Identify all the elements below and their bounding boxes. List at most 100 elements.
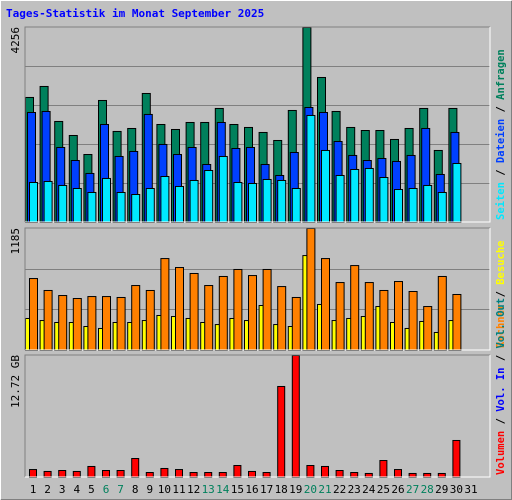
bar — [452, 293, 462, 352]
x-tick-label: 30 — [450, 483, 463, 496]
plot-area — [25, 355, 490, 477]
bar — [379, 460, 388, 479]
x-tick-label: 11 — [172, 483, 185, 496]
bar — [58, 295, 68, 352]
bar — [87, 296, 97, 351]
y-tick-label: 1185 — [9, 228, 22, 255]
bar — [423, 306, 433, 351]
bar — [277, 179, 287, 223]
legend: Seiten / Dateien / Anfragen — [495, 49, 507, 220]
legend-item: Vol. In — [495, 368, 507, 412]
bar — [116, 191, 126, 223]
legend-item: Dateien — [495, 119, 507, 163]
bar — [306, 114, 316, 223]
legend-item: Volumen — [495, 431, 507, 475]
bar — [262, 268, 272, 351]
bar — [102, 177, 111, 224]
x-tick-label: 15 — [231, 483, 244, 496]
x-tick-label: 26 — [391, 483, 404, 496]
legend-item: Seiten — [495, 182, 507, 220]
bar — [145, 289, 155, 351]
bar — [160, 258, 170, 351]
x-tick-label: 22 — [333, 483, 346, 496]
bar — [277, 385, 286, 478]
legend: Volumen / Vol. In / Vol. Out — [495, 298, 507, 475]
bar — [233, 465, 242, 479]
bar — [58, 469, 67, 478]
bar — [102, 296, 111, 351]
bar — [72, 188, 82, 224]
bar — [145, 188, 155, 224]
bar — [262, 178, 272, 223]
bar — [394, 189, 403, 223]
x-tick-label: 31 — [464, 483, 477, 496]
x-tick-label: 29 — [435, 483, 448, 496]
bar — [102, 469, 110, 478]
x-tick-label: 5 — [88, 483, 95, 496]
x-tick-label: 28 — [421, 483, 434, 496]
x-tick-label: 23 — [348, 483, 361, 496]
bar — [87, 465, 96, 478]
bar — [29, 469, 37, 478]
x-tick-label: 9 — [146, 483, 153, 496]
bar — [335, 174, 345, 224]
x-tick-label: 6 — [103, 483, 110, 496]
plot-border-dark — [24, 26, 490, 222]
legend-separator: / — [495, 349, 507, 368]
bar — [379, 177, 389, 223]
bar — [248, 183, 257, 224]
plot-border-light — [25, 27, 491, 223]
bar — [29, 182, 38, 223]
bar — [350, 265, 360, 351]
x-tick-label: 2 — [44, 483, 51, 496]
bar — [350, 168, 360, 223]
bar — [306, 465, 315, 479]
x-tick-label: 12 — [187, 483, 200, 496]
bar — [291, 355, 300, 478]
x-tick-label: 19 — [289, 483, 302, 496]
y-tick-label: 12.72 GB — [9, 355, 22, 408]
bar — [29, 278, 38, 351]
bar — [116, 469, 125, 478]
legend-separator: / — [495, 285, 507, 304]
bar — [291, 296, 301, 352]
bar — [175, 267, 184, 351]
x-tick-label: 24 — [362, 483, 376, 496]
legend-item: Vol. Out — [495, 298, 507, 349]
bar — [437, 275, 447, 352]
bar — [233, 182, 243, 223]
bar — [204, 169, 214, 224]
bar — [160, 467, 169, 479]
x-tick-label: 21 — [318, 483, 331, 496]
plot-border-light — [25, 228, 491, 351]
legend-item: Besuche — [495, 241, 507, 285]
legend: Rechner / Besuche — [495, 241, 507, 349]
x-tick-label: 3 — [59, 483, 66, 496]
legend-separator: / — [495, 100, 507, 119]
bar — [335, 282, 345, 351]
bar — [72, 298, 82, 352]
bar — [116, 296, 126, 352]
bar — [321, 258, 330, 351]
bar — [364, 282, 374, 351]
x-tick-label: 4 — [73, 483, 80, 496]
chart-title: Tages-Statistik im Monat September 2025 — [6, 7, 264, 20]
bar — [233, 268, 243, 351]
bar — [379, 289, 389, 351]
bar — [408, 291, 418, 352]
bar — [131, 194, 141, 223]
y-tick-label: 4256 — [9, 27, 22, 54]
bar — [160, 175, 170, 223]
bar — [131, 285, 141, 351]
bar — [175, 469, 183, 478]
x-tick-label: 16 — [245, 483, 258, 496]
bar — [291, 188, 301, 224]
legend-item: Anfragen — [495, 49, 507, 100]
x-tick-label: 13 — [202, 483, 215, 496]
bar — [306, 228, 316, 351]
bar — [43, 180, 53, 223]
bar — [321, 149, 330, 223]
plot-border-dark — [24, 227, 490, 350]
bar — [218, 275, 228, 352]
